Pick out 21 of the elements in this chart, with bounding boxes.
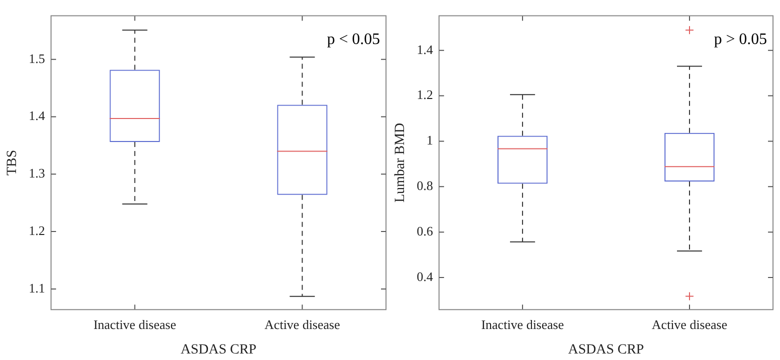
y-tick-label: 1.4 — [28, 108, 46, 124]
x-axis-title: ASDAS CRP — [180, 342, 257, 358]
y-tick-label: 1.4 — [416, 42, 434, 57]
y-tick-label: 0.6 — [416, 224, 434, 239]
y-axis-title: Lumbar BMD — [393, 122, 408, 203]
x-axis-title: ASDAS CRP — [568, 342, 644, 358]
y-axis-title: TBS — [5, 150, 20, 176]
y-tick-label: 1 — [426, 132, 434, 148]
y-tick-label: 1.2 — [416, 87, 434, 102]
x-tick-label: Active disease — [264, 316, 340, 332]
y-tick-label: 0.4 — [416, 268, 434, 284]
x-tick-label: Inactive disease — [93, 316, 176, 332]
x-tick-label: Inactive disease — [481, 316, 564, 332]
annotation: p < 0.05 — [326, 31, 380, 48]
y-tick-label: 1.3 — [28, 166, 46, 181]
x-tick-label: Active disease — [652, 316, 728, 332]
y-tick-label: 0.8 — [416, 178, 434, 194]
annotation: p > 0.05 — [714, 31, 767, 48]
y-tick-label: 1.5 — [28, 50, 46, 66]
y-tick-label: 1.2 — [28, 222, 46, 238]
y-tick-label: 1.1 — [28, 280, 46, 296]
